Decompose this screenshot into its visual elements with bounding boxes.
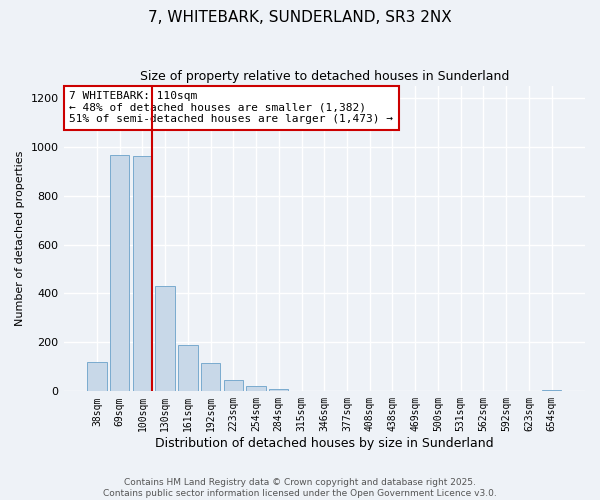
Text: Contains HM Land Registry data © Crown copyright and database right 2025.
Contai: Contains HM Land Registry data © Crown c… (103, 478, 497, 498)
Bar (110, 156, 130, 392)
Bar (155, 286, 175, 392)
Bar (247, 386, 266, 392)
Bar (87, 362, 107, 392)
X-axis label: Distribution of detached houses by size in Sunderland: Distribution of detached houses by size … (155, 437, 494, 450)
Y-axis label: Number of detached properties: Number of detached properties (15, 151, 25, 326)
Bar (542, 390, 561, 392)
Bar (224, 380, 243, 392)
Bar (133, 156, 152, 392)
Bar (178, 345, 197, 392)
Text: 7, WHITEBARK, SUNDERLAND, SR3 2NX: 7, WHITEBARK, SUNDERLAND, SR3 2NX (148, 10, 452, 25)
Bar (269, 389, 289, 392)
Text: 7 WHITEBARK: 110sqm
← 48% of detached houses are smaller (1,382)
51% of semi-det: 7 WHITEBARK: 110sqm ← 48% of detached ho… (69, 91, 393, 124)
Title: Size of property relative to detached houses in Sunderland: Size of property relative to detached ho… (140, 70, 509, 83)
Bar (201, 363, 220, 392)
